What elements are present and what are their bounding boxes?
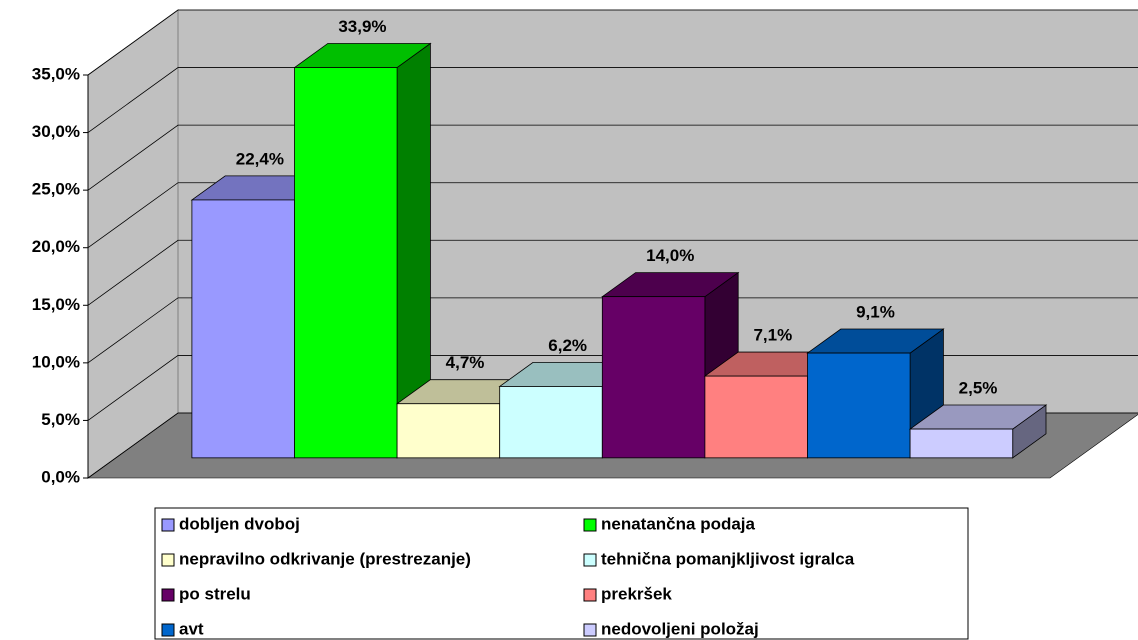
bar [499,386,603,459]
data-label: 4,7% [446,353,485,372]
legend-label: nedovoljeni položaj [601,619,759,638]
left-wall [87,9,179,479]
grid-line [87,9,1138,76]
legend-swatch [161,623,175,637]
legend-swatch [161,588,175,602]
legend-label: nepravilno odkrivanje (prestrezanje) [179,549,471,568]
bar [191,199,295,459]
y-tick-label: 0,0% [41,467,80,486]
y-tick-label: 5,0% [41,410,80,429]
y-tick-label: 15,0% [32,295,80,314]
legend-label: prekršek [601,584,672,603]
grid-line [87,239,1138,306]
grid-line [87,297,1138,364]
data-label: 22,4% [236,149,284,168]
legend-swatch [583,553,597,567]
bar [909,428,1014,459]
grid-line [87,182,1138,249]
legend-label: avt [179,619,204,638]
y-tick-label: 30,0% [32,122,80,141]
grid-line [87,124,1138,191]
data-label: 14,0% [646,246,694,265]
bar [294,67,398,459]
legend-swatch [583,623,597,637]
legend-swatch [583,588,597,602]
bar [601,296,706,459]
bar [704,375,808,459]
legend-label: tehnična pomanjkljivost igralca [601,549,855,568]
y-tick-label: 20,0% [32,237,80,256]
grid-line [87,67,1138,133]
legend-label: dobljen dvoboj [179,514,300,533]
legend-swatch [583,518,597,532]
data-label: 7,1% [753,326,792,345]
y-tick-label: 25,0% [32,180,80,199]
data-label: 33,9% [338,17,386,36]
legend-swatch [161,518,175,532]
legend-label: nenatančna podaja [601,514,756,533]
legend-label: po strelu [179,584,251,603]
data-label: 6,2% [548,336,587,355]
data-label: 2,5% [959,378,998,397]
bar [807,352,911,459]
legend-box [154,507,969,640]
legend-swatch [161,553,175,567]
bar [396,403,501,459]
y-tick-label: 10,0% [32,352,80,371]
y-tick-label: 35,0% [32,64,80,83]
data-label: 9,1% [856,303,895,322]
